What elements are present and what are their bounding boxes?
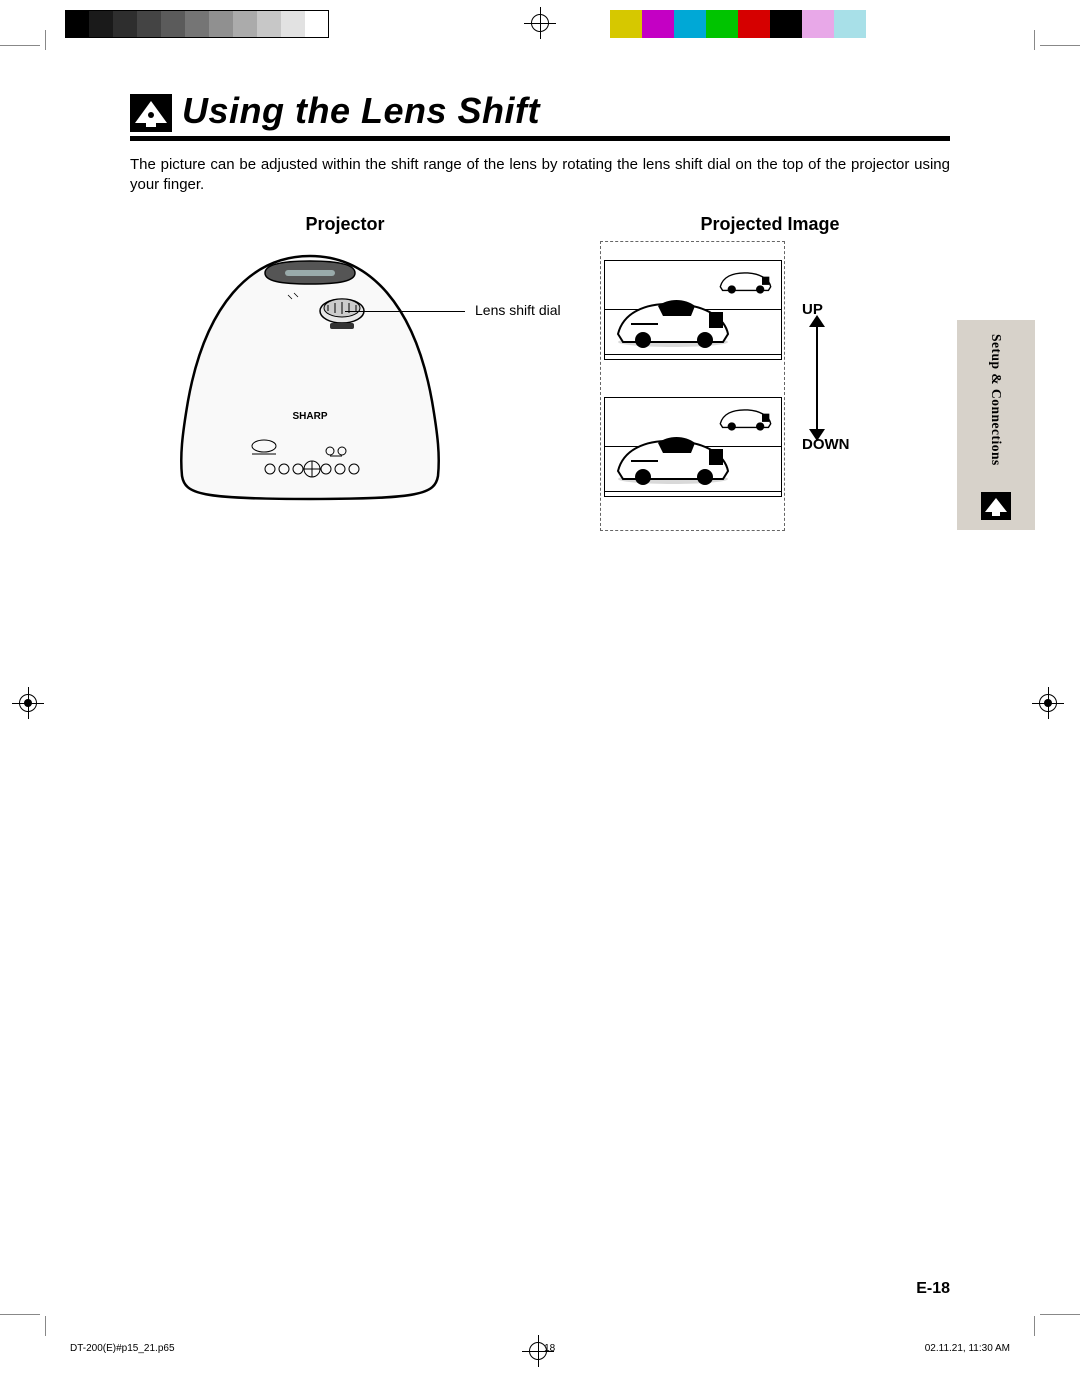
projected-frame-down [604,397,782,497]
figure-row: Projector [130,214,950,531]
top-crop-marks [0,0,1080,50]
section-tab: Setup & Connections [957,320,1035,530]
arrow-down-icon [809,429,825,441]
page-number: E-18 [130,1280,950,1298]
page-content: Using the Lens Shift The picture can be … [130,90,950,531]
projector-illustration: SHARP [130,241,560,511]
title-divider [130,136,950,141]
projected-image-panel [600,241,785,531]
page-title: Using the Lens Shift [182,90,540,132]
shift-arrow-line [816,323,818,433]
lens-shift-dial-callout: Lens shift dial [345,311,346,312]
print-metadata: DT-200(E)#p15_21.p65 18 02.11.21, 11:30 … [70,1343,1010,1354]
print-sheet-page: 18 [544,1343,555,1354]
callout-label: Lens shift dial [475,302,561,318]
projected-image-heading: Projected Image [590,214,950,235]
section-tab-label: Setup & Connections [988,334,1004,466]
intro-paragraph: The picture can be adjusted within the s… [130,155,950,196]
projected-frame-up [604,260,782,360]
side-registration-left-icon [15,690,45,720]
title-projector-icon [130,94,172,132]
print-timestamp: 02.11.21, 11:30 AM [925,1343,1010,1354]
projector-icon [981,492,1011,520]
side-registration-right-icon [1035,690,1065,720]
print-file-name: DT-200(E)#p15_21.p65 [70,1343,175,1354]
svg-text:SHARP: SHARP [292,411,327,422]
projector-heading: Projector [130,214,560,235]
